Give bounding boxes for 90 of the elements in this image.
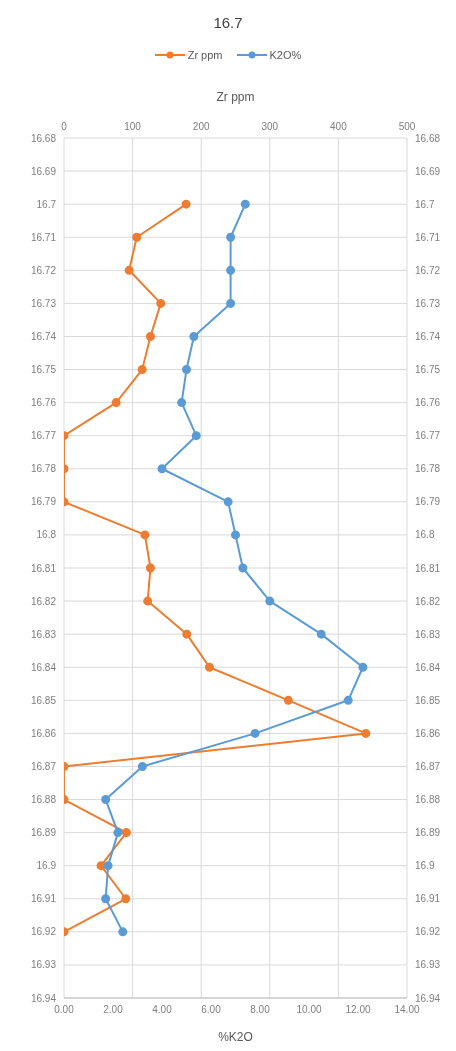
point [132, 232, 142, 242]
y2-tick-label: 16.86 [415, 727, 441, 739]
point [145, 331, 155, 341]
y-tick-label: 16.78 [30, 463, 57, 475]
chart-title: 16.7 [212, 13, 244, 33]
point [361, 728, 371, 738]
y-tick-label: 16.69 [30, 165, 57, 177]
point [121, 828, 131, 838]
y2-tick-label: 16.78 [415, 463, 441, 475]
x-tick-label: 12.00 [345, 1004, 371, 1016]
y2-tick-label: 16.68 [415, 132, 441, 144]
y2-tick-label: 16.77 [415, 430, 441, 442]
x2-tick-label: 200 [192, 121, 210, 132]
y-tick-label: 16.87 [30, 761, 57, 773]
y2-tick-label: 16.84 [415, 661, 441, 673]
x2-tick-label: 0 [61, 121, 68, 132]
point [124, 265, 134, 275]
y-tick-label: 16.76 [30, 397, 57, 409]
y-tick-label: 16.91 [30, 893, 57, 905]
point [143, 596, 153, 606]
y2-tick-label: 16.89 [415, 827, 441, 839]
y-tick-label: 16.73 [30, 297, 57, 309]
y-tick-label: 16.89 [30, 827, 57, 839]
y-tick-label: 16.74 [30, 331, 57, 343]
y2-tick-label: 16.81 [415, 562, 441, 574]
y-tick-label: 16.68 [30, 132, 57, 144]
y2-tick-label: 16.82 [415, 595, 441, 607]
x-tick-label: 0.00 [54, 1004, 75, 1016]
y-tick-label: 16.83 [30, 628, 57, 640]
y2-tick-label: 16.75 [415, 364, 441, 376]
y-tick-label: 16.82 [30, 595, 57, 607]
y-tick-label: 16.85 [30, 694, 57, 706]
y-tick-label: 16.79 [30, 496, 57, 508]
x-tick-label: 14.00 [394, 1004, 420, 1016]
point [145, 563, 155, 573]
x-tick-label: 6.00 [201, 1004, 222, 1016]
y2-tick-label: 16.76 [415, 397, 441, 409]
y-tick-label: 16.71 [30, 231, 57, 243]
y2-tick-label: 16.7 [415, 198, 435, 210]
x2-tick-label: 300 [261, 121, 279, 132]
y-tick-label: 16.94 [30, 992, 57, 1004]
x-axis-title: %K2O [218, 1030, 253, 1044]
y2-tick-label: 16.92 [415, 926, 441, 938]
y2-tick-label: 16.83 [415, 628, 441, 640]
y-tick-label: 16.92 [30, 926, 57, 938]
y2-tick-label: 16.72 [415, 264, 441, 276]
y-tick-label: 16.93 [30, 959, 57, 971]
x-tick-label: 10.00 [296, 1004, 322, 1016]
y-tick-label: 16.72 [30, 264, 57, 276]
y2-tick-label: 16.93 [415, 959, 441, 971]
legend-label: K2O% [268, 49, 302, 61]
point [140, 530, 150, 540]
y-tick-label: 16.75 [30, 364, 57, 376]
y2-tick-label: 16.9 [415, 860, 435, 872]
y-tick-label: 16.88 [30, 794, 57, 806]
x-tick-label: 8.00 [250, 1004, 271, 1016]
y2-tick-label: 16.8 [415, 529, 435, 541]
point [181, 199, 191, 209]
y2-tick-label: 16.79 [415, 496, 441, 508]
point [96, 861, 106, 871]
point [111, 398, 121, 408]
y-tick-label: 16.84 [30, 661, 57, 673]
x-tick-label: 2.00 [103, 1004, 124, 1016]
y-tick-label: 16.86 [30, 727, 57, 739]
point [204, 662, 214, 672]
y2-tick-label: 16.74 [415, 331, 441, 343]
y2-tick-label: 16.85 [415, 694, 441, 706]
x2-tick-label: 400 [330, 121, 348, 132]
x-tick-label: 4.00 [152, 1004, 173, 1016]
y2-tick-label: 16.87 [415, 761, 441, 773]
point [156, 298, 166, 308]
legend-label: Zr ppm [186, 49, 223, 61]
y-tick-label: 16.9 [36, 860, 57, 872]
y2-tick-label: 16.73 [415, 297, 441, 309]
point [283, 695, 293, 705]
y2-tick-label: 16.91 [415, 893, 441, 905]
x2-tick-label: 100 [124, 121, 142, 132]
x2-axis-title: Zr ppm [216, 89, 255, 104]
y2-tick-label: 16.69 [415, 165, 441, 177]
y-tick-label: 16.7 [36, 198, 57, 210]
y2-tick-label: 16.88 [415, 794, 441, 806]
x2-tick-label: 500 [398, 121, 416, 132]
point [182, 629, 192, 639]
y-tick-label: 16.77 [30, 430, 57, 442]
point [137, 365, 147, 375]
y2-tick-label: 16.94 [415, 992, 441, 1004]
y-tick-label: 16.8 [36, 529, 57, 541]
point [121, 894, 131, 904]
y2-tick-label: 16.71 [415, 231, 441, 243]
y-tick-label: 16.81 [30, 562, 57, 574]
